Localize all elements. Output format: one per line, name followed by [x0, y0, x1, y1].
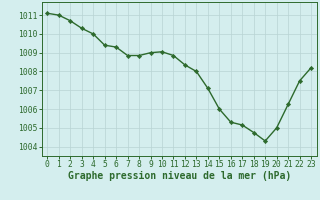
- X-axis label: Graphe pression niveau de la mer (hPa): Graphe pression niveau de la mer (hPa): [68, 171, 291, 181]
